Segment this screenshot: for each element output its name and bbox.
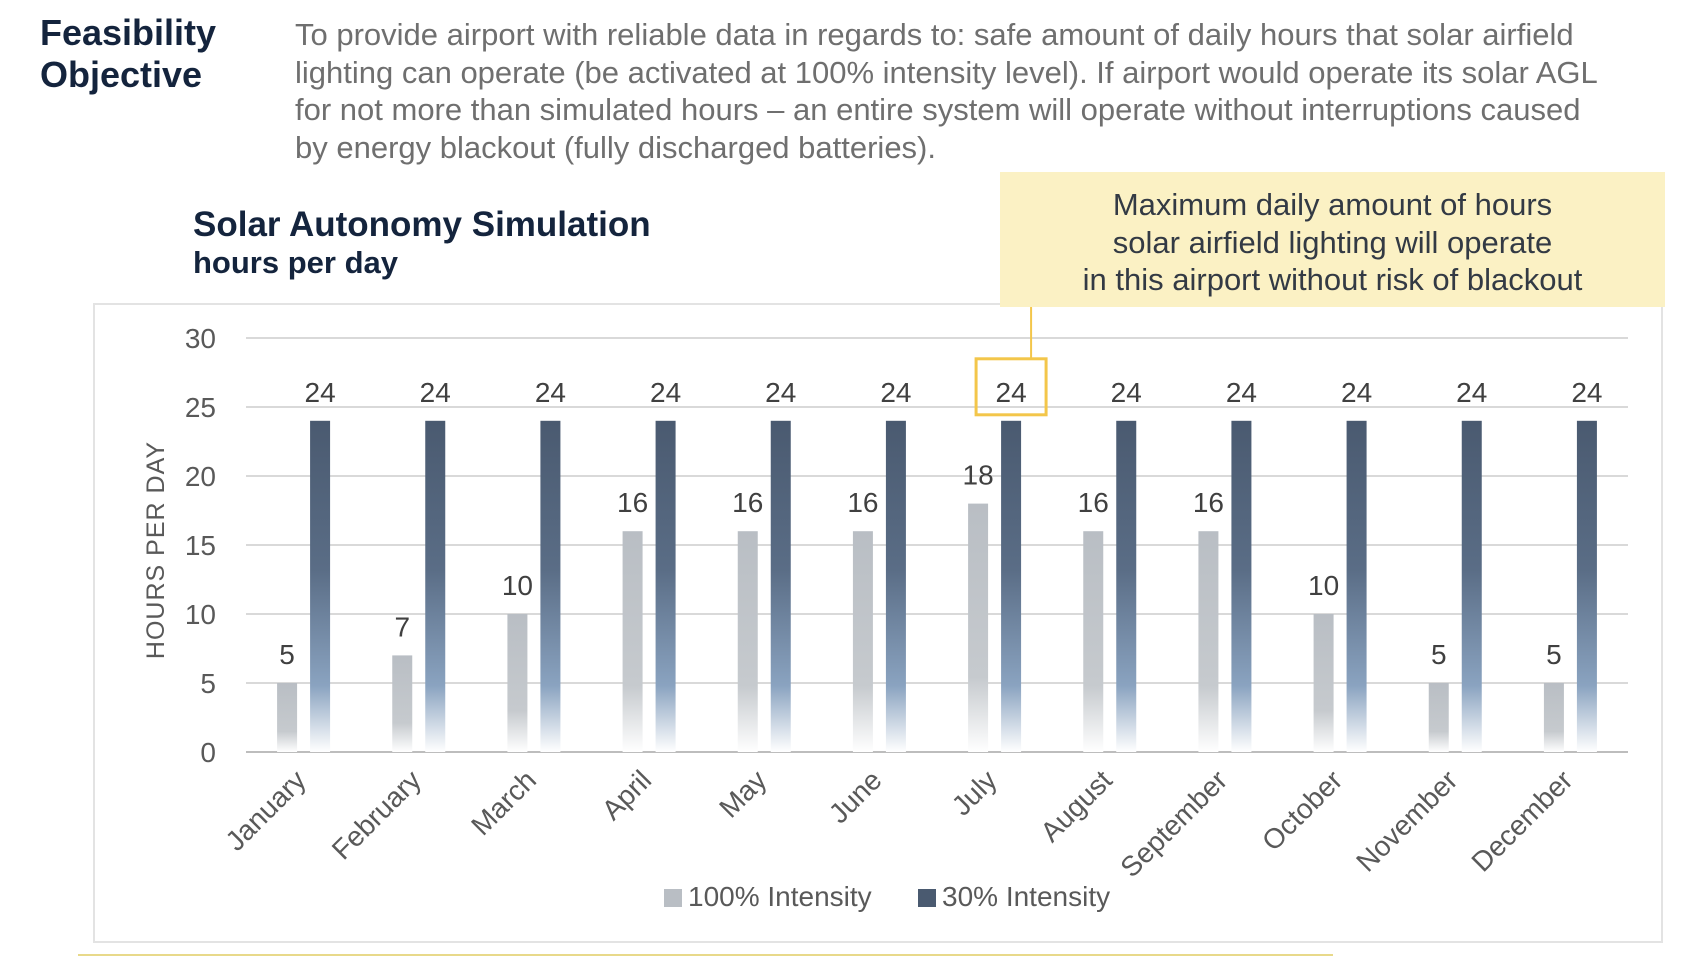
bar-30-intensity bbox=[1461, 420, 1482, 752]
heading-line-1: Feasibility bbox=[40, 12, 217, 53]
y-axis-ticks: 0 5 10 15 20 25 30 bbox=[185, 323, 216, 768]
bar-100-intensity bbox=[968, 503, 989, 752]
bar-30-intensity bbox=[1116, 420, 1137, 752]
data-label: 18 bbox=[963, 460, 994, 491]
chart-title-block: Solar Autonomy Simulation hours per day bbox=[193, 205, 651, 281]
bar-100-intensity bbox=[507, 614, 528, 752]
bar-30-intensity bbox=[425, 420, 446, 752]
chart-frame bbox=[93, 303, 1663, 943]
y-tick-label: 30 bbox=[185, 323, 216, 354]
data-label: 16 bbox=[732, 487, 763, 518]
data-label: 16 bbox=[1193, 487, 1224, 518]
x-tick-label: January bbox=[219, 764, 311, 856]
y-tick-label: 20 bbox=[185, 461, 216, 492]
data-label: 24 bbox=[996, 377, 1027, 408]
x-tick-label: October bbox=[1256, 764, 1348, 856]
legend: 100% Intensity 30% Intensity bbox=[664, 881, 1110, 912]
data-label: 24 bbox=[1571, 377, 1602, 408]
callout-line: Maximum daily amount of hours bbox=[1112, 187, 1553, 222]
y-tick-label: 0 bbox=[200, 737, 216, 768]
bar-100-intensity bbox=[1198, 531, 1219, 752]
bar-30-intensity bbox=[310, 420, 331, 752]
bar-30-intensity bbox=[1346, 420, 1367, 752]
data-label: 16 bbox=[617, 487, 648, 518]
objective-line: lighting can operate (be activated at 10… bbox=[295, 54, 1598, 90]
x-tick-label: May bbox=[713, 764, 772, 823]
bar-100-intensity bbox=[737, 531, 758, 752]
data-label: 24 bbox=[880, 377, 911, 408]
objective-text: To provide airport with reliable data in… bbox=[295, 16, 1625, 166]
callout-line: solar airfield lighting will operate bbox=[1112, 224, 1553, 260]
objective-line: for not more than simulated hours – an e… bbox=[295, 92, 1581, 127]
bar-30-intensity bbox=[770, 420, 791, 752]
data-label: 5 bbox=[279, 639, 295, 670]
bar-100-intensity bbox=[622, 531, 643, 752]
x-tick-label: June bbox=[823, 764, 888, 829]
y-tick-label: 10 bbox=[185, 599, 216, 630]
data-label: 24 bbox=[650, 377, 681, 408]
x-tick-label: March bbox=[465, 764, 542, 841]
objective-line: by energy blackout (fully discharged bat… bbox=[295, 129, 936, 165]
data-label: 5 bbox=[1431, 639, 1447, 670]
bar-30-intensity bbox=[540, 420, 561, 752]
data-label: 16 bbox=[847, 487, 878, 518]
x-tick-label: December bbox=[1465, 764, 1578, 877]
bars bbox=[277, 420, 1597, 752]
legend-swatch-100 bbox=[664, 889, 682, 907]
data-labels: 5 24 7 24 10 24 16 24 16 24 16 24 18 24 16 24 16 24 10 24 5 2… bbox=[279, 377, 1602, 670]
chart-subtitle: hours per day bbox=[193, 245, 398, 280]
feasibility-heading: Feasibility Objective bbox=[40, 12, 280, 96]
callout-box: Maximum daily amount of hours solar airf… bbox=[1000, 172, 1665, 307]
bar-100-intensity bbox=[277, 683, 298, 752]
data-label: 24 bbox=[765, 377, 796, 408]
data-label: 24 bbox=[1341, 377, 1372, 408]
objective-line: To provide airport with reliable data in… bbox=[295, 17, 1574, 52]
data-label: 10 bbox=[1308, 570, 1339, 601]
highlight-box bbox=[974, 357, 1048, 417]
x-axis-ticks: January February March April May June July Augu… bbox=[219, 764, 1578, 883]
data-label: 24 bbox=[1111, 377, 1142, 408]
chart-title: Solar Autonomy Simulation bbox=[193, 205, 651, 244]
data-label: 10 bbox=[502, 570, 533, 601]
bar-100-intensity bbox=[852, 531, 873, 752]
y-tick-label: 25 bbox=[185, 392, 216, 423]
x-tick-label: July bbox=[946, 764, 1003, 821]
bar-30-intensity bbox=[885, 420, 906, 752]
data-label: 5 bbox=[1546, 639, 1562, 670]
bar-100-intensity bbox=[1083, 531, 1104, 752]
callout-line: in this airport without risk of blackout bbox=[1082, 262, 1583, 297]
y-tick-label: 15 bbox=[185, 530, 216, 561]
gridlines bbox=[246, 337, 1628, 753]
bar-100-intensity bbox=[1313, 614, 1334, 752]
heading-line-2: Objective bbox=[40, 54, 203, 95]
y-tick-label: 5 bbox=[200, 668, 216, 699]
x-tick-label: September bbox=[1114, 764, 1233, 883]
x-tick-label: August bbox=[1034, 764, 1118, 848]
legend-label-100: 100% Intensity bbox=[688, 881, 872, 912]
data-label: 24 bbox=[535, 377, 566, 408]
bar-30-intensity bbox=[1231, 420, 1252, 752]
y-axis-label: HOURS PER DAY bbox=[142, 441, 170, 659]
data-label: 24 bbox=[305, 377, 336, 408]
legend-label-30: 30% Intensity bbox=[942, 881, 1110, 912]
x-tick-label: February bbox=[326, 764, 427, 865]
bar-100-intensity bbox=[392, 655, 413, 752]
x-tick-label: April bbox=[596, 764, 658, 826]
bar-100-intensity bbox=[1428, 683, 1449, 752]
legend-swatch-30 bbox=[918, 889, 936, 907]
data-label: 24 bbox=[420, 377, 451, 408]
bar-30-intensity bbox=[1576, 420, 1597, 752]
bar-30-intensity bbox=[655, 420, 676, 752]
bar-100-intensity bbox=[1543, 683, 1564, 752]
x-tick-label: November bbox=[1350, 764, 1463, 877]
bar-30-intensity bbox=[1001, 420, 1022, 752]
data-label: 24 bbox=[1456, 377, 1487, 408]
data-label: 16 bbox=[1078, 487, 1109, 518]
data-label: 24 bbox=[1226, 377, 1257, 408]
data-label: 7 bbox=[394, 611, 410, 642]
